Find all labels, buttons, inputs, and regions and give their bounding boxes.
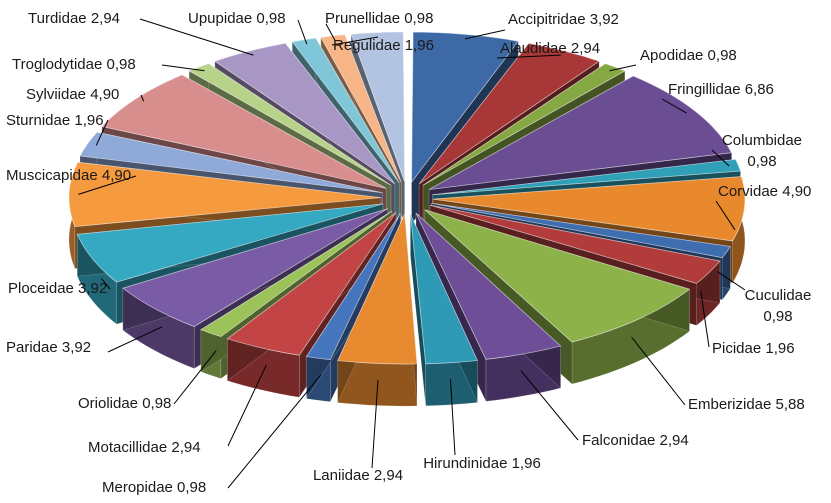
slice-label-picidae: Picidae 1,96 — [712, 340, 795, 357]
slice-label-emberizidae: Emberizidae 5,88 — [688, 396, 805, 413]
slice-label-ploceidae: Ploceidae 3,92 — [8, 280, 107, 297]
leader-line-corvidae — [715, 200, 736, 230]
leader-line-sturnidae — [95, 119, 109, 146]
slice-turdidae — [214, 42, 396, 185]
leader-line-sylviidae — [140, 94, 145, 102]
leader-line-columbidae — [711, 149, 730, 167]
slice-troglodytidae — [188, 63, 392, 186]
leader-line-paridae — [107, 326, 163, 353]
slice-falconidae — [415, 212, 562, 360]
slice-ploceidae — [76, 203, 383, 283]
slice-picidae — [430, 204, 721, 284]
slice-tops — [68, 31, 746, 365]
slice-laniidae — [337, 212, 418, 365]
slice-accipitridae — [411, 31, 520, 184]
slice-emberizidae — [424, 209, 691, 343]
slice-label-paridae: Paridae 3,92 — [6, 339, 91, 356]
leader-line-upupidae — [297, 19, 308, 45]
leader-line-emberizidae — [631, 336, 686, 406]
leader-line-apodidae — [609, 64, 637, 72]
leader-line-falconidae — [520, 370, 579, 441]
slice-label-hirundinidae: Hirundinidae 1,96 — [423, 455, 541, 472]
slice-label-accipitridae: Accipitridae 3,92 — [508, 11, 619, 28]
leader-line-prunellidae — [325, 23, 336, 41]
slice-label-prunellidae: Prunellidae 0,98 — [325, 10, 433, 27]
leader-line-hirundinidae — [450, 379, 456, 456]
leader-line-alaudidae — [496, 54, 561, 59]
slice-paridae — [122, 208, 388, 327]
slice-label-turdidae: Turdidae 2,94 — [28, 10, 120, 27]
leader-line-oriolidae — [173, 350, 217, 405]
leader-line-muscicapidae — [78, 175, 137, 195]
slice-label-troglodytidae: Troglodytidae 0,98 — [12, 56, 136, 73]
slice-label-alaudidae: Alaudidae 2,94 — [500, 40, 600, 57]
slice-sturnidae — [79, 131, 383, 194]
leader-line-troglodytidae — [161, 64, 205, 72]
leader-line-regulidae — [331, 36, 379, 46]
leader-line-fringillidae — [661, 98, 687, 114]
leader-line-cuculidae — [717, 271, 746, 291]
slice-label-regulidae: Regulidae 1,96 — [333, 37, 434, 54]
slice-labels: Accipitridae 3,92 Alaudidae 2,94 Apodidae … — [6, 10, 811, 496]
slice-corvidae — [432, 176, 746, 242]
slice-label-upupidae: Upupidae 0,98 — [188, 10, 286, 27]
slice-apodidae — [422, 63, 626, 186]
slice-sylviidae — [101, 74, 387, 189]
slice-columbidae — [432, 158, 742, 196]
slice-label-apodidae: Apodidae 0,98 — [640, 47, 737, 64]
slice-label-columbidae: Columbidae 0,98 — [722, 132, 802, 170]
slice-label-cuculidae: Cuculidae 0,98 — [745, 287, 812, 325]
slice-label-sturnidae: Sturnidae 1,96 — [6, 112, 104, 129]
leader-line-ploceidae — [100, 278, 111, 290]
slice-fringillidae — [428, 75, 733, 190]
leader-line-laniidae — [371, 379, 379, 469]
slice-label-corvidae: Corvidae 4,90 — [718, 183, 811, 200]
slice-cuculidae — [431, 202, 731, 259]
slice-label-meropidae: Meropidae 0,98 — [102, 479, 206, 496]
slice-alaudidae — [418, 42, 600, 185]
leader-line-accipitridae — [464, 29, 506, 40]
slice-hirundinidae — [410, 213, 478, 365]
leader-line-turdidae — [139, 18, 254, 56]
slice-label-sylviidae: Sylviidae 4,90 — [26, 86, 119, 103]
slice-muscicapidae — [68, 161, 382, 228]
slice-meropidae — [305, 213, 401, 361]
slice-label-muscicapidae: Muscicapidae 4,90 — [6, 167, 131, 184]
leader-line-picidae — [700, 291, 710, 348]
slice-regulidae — [350, 31, 406, 183]
leader-line-motacillidae — [227, 364, 267, 447]
slice-label-fringillidae: Fringillidae 6,86 — [668, 81, 774, 98]
leader-line-meropidae — [227, 374, 322, 489]
slice-oriolidae — [199, 210, 393, 338]
slice-motacillidae — [226, 212, 397, 356]
slice-label-laniidae: Laniidae 2,94 — [313, 467, 403, 484]
slice-label-motacillidae: Motacillidae 2,94 — [88, 439, 201, 456]
leader-lines — [78, 18, 746, 489]
slice-upupidae — [291, 37, 400, 183]
slice-label-oriolidae: Oriolidae 0,98 — [78, 395, 171, 412]
slice-label-falconidae: Falconidae 2,94 — [582, 432, 689, 449]
